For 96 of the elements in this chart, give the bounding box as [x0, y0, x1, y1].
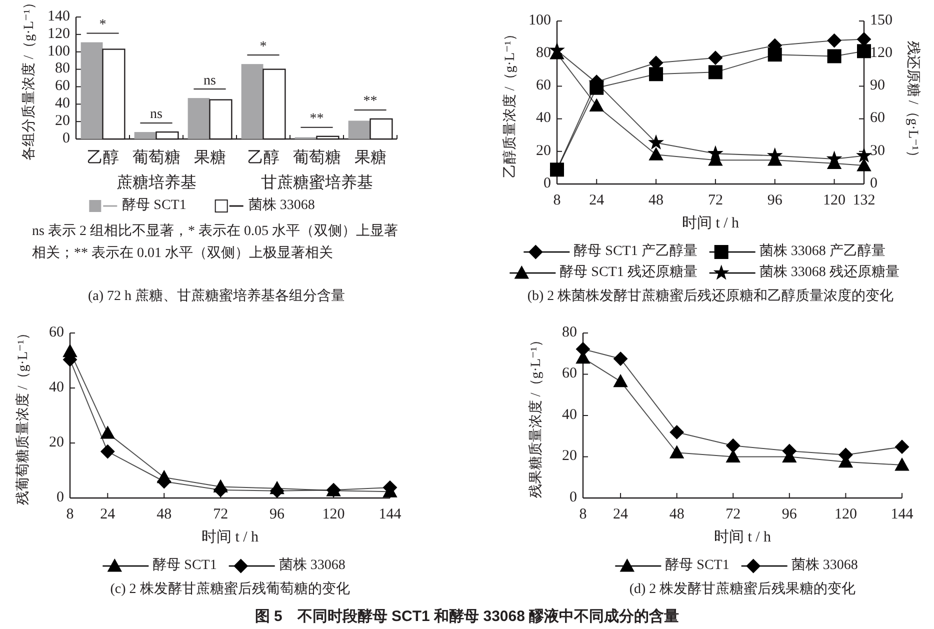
x-tick-label: 132 — [852, 192, 876, 208]
x-tick-label: 96 — [767, 192, 783, 208]
x-tick-label: 96 — [270, 506, 286, 522]
x-tick-label: 48 — [669, 506, 684, 522]
y-tick-label: 140 — [48, 8, 70, 24]
y-tick-label: 100 — [528, 12, 551, 28]
text: 甘蔗糖蜜培养基 — [260, 174, 373, 192]
legend-item: 菌株 33068 — [228, 558, 346, 574]
y-tick-label: 60 — [536, 78, 551, 94]
legend-label: 酵母 SCT1 残还原糖量 — [560, 264, 698, 280]
y-axis-title: 残葡萄糖质量浓度 /（g·L⁻¹） — [15, 326, 32, 506]
y-axis-title: 各组分质量浓度 /（g·L⁻¹） — [21, 0, 38, 161]
annotation: ** — [363, 94, 378, 110]
y-tick-label: 0 — [56, 489, 64, 506]
x-tick-label: 144 — [378, 506, 402, 522]
x-tick-label: 120 — [823, 192, 846, 208]
y2-tick-label: 90 — [870, 78, 885, 94]
text: (d) 2 株发酵甘蔗糖蜜后残果糖的变化 — [629, 581, 856, 598]
x-tick-label: 8 — [66, 506, 74, 522]
x-tick-label: 乙醇 — [86, 148, 119, 167]
x-tick-label: 48 — [648, 192, 664, 208]
x-tick-label: 葡萄糖 — [132, 148, 180, 167]
x-tick-label: 72 — [213, 506, 228, 522]
x-axis-title: 时间 t / h — [714, 528, 772, 546]
x-tick-label: 果糖 — [194, 148, 226, 167]
y-tick-label: 40 — [562, 406, 577, 423]
y2-axis-title: 残还原糖 /（g·L⁻¹） — [904, 40, 921, 164]
y2-tick-label: 60 — [870, 110, 885, 126]
y-tick-label: 60 — [55, 78, 70, 94]
annotation: ** — [310, 112, 324, 127]
y2-tick-label: 150 — [870, 12, 892, 28]
y-tick-label: 20 — [49, 434, 64, 450]
legend-label: 酵母 SCT1 — [152, 557, 217, 574]
x-tick-label: 144 — [890, 506, 914, 522]
x-tick-label: 24 — [589, 192, 605, 208]
legend-label: 酵母 SCT1 — [122, 197, 186, 214]
y-tick-label: 120 — [48, 26, 70, 42]
y-tick-label: 40 — [55, 96, 70, 112]
y-tick-label: 60 — [562, 366, 577, 382]
annotation: ns — [150, 107, 162, 122]
y-tick-label: 0 — [544, 175, 551, 192]
legend-label: 酵母 SCT1 产乙醇量 — [574, 243, 698, 260]
y2-tick-label: 30 — [870, 142, 885, 159]
y-axis-title: 残果糖质量浓度 /（g·L⁻¹） — [528, 332, 544, 498]
x-tick-label: 120 — [834, 506, 857, 522]
legend-item: 菌株 33068 产乙醇量 — [709, 244, 886, 260]
y-tick-label: 20 — [55, 113, 70, 130]
annotation: * — [260, 39, 267, 54]
x-tick-label: 120 — [322, 506, 345, 522]
x-tick-label: 24 — [100, 506, 116, 522]
x-tick-label: 96 — [782, 506, 798, 522]
y-tick-label: 80 — [562, 324, 577, 340]
x-axis-title: 时间 t / h — [682, 214, 740, 232]
x-tick-label: 葡萄糖 — [292, 148, 341, 167]
x-axis-title: 时间 t / h — [201, 528, 260, 546]
y-tick-label: 100 — [48, 43, 70, 60]
annotation: ns — [204, 73, 216, 88]
legend-label: 酵母 SCT1 — [665, 557, 730, 574]
y-axis-title: 乙醇质量浓度 /（g·L⁻¹） — [502, 26, 518, 178]
text: (c) 2 株发酵甘蔗糖蜜后残葡萄糖的变化 — [110, 581, 350, 598]
y-tick-label: 40 — [49, 379, 64, 396]
annotation: * — [99, 17, 106, 32]
x-tick-label: 72 — [708, 192, 723, 208]
legend-label: 菌株 33068 — [791, 557, 858, 574]
x-tick-label: 48 — [156, 506, 172, 522]
x-tick-label: 72 — [726, 506, 741, 522]
x-tick-label: 乙醇 — [247, 148, 280, 167]
legend-label: 菌株 33068 残还原糖量 — [759, 264, 900, 280]
legend-item: 酵母 SCT1 残还原糖量 — [510, 265, 698, 280]
y-tick-label: 0 — [62, 130, 70, 146]
text: (b) 2 株菌株发酵甘蔗糖蜜后残还原糖和乙醇质量浓度的变化 — [527, 288, 894, 304]
text: 蔗糖培养基 — [116, 174, 196, 192]
x-tick-label: 8 — [553, 192, 561, 208]
y-tick-label: 0 — [570, 489, 577, 506]
x-tick-label: 果糖 — [354, 148, 386, 167]
x-tick-label: 8 — [579, 506, 587, 522]
legend-label: 菌株 33068 — [248, 197, 315, 214]
y-tick-label: 20 — [536, 142, 551, 159]
x-tick-label: 24 — [613, 506, 629, 522]
text: (a) 72 h 蔗糖、甘蔗糖蜜培养基各组分含量 — [88, 288, 346, 304]
y-tick-label: 80 — [536, 45, 551, 62]
legend-item: 酵母 SCT1 — [102, 558, 217, 574]
y2-tick-label: 120 — [870, 45, 892, 62]
y-tick-label: 20 — [562, 448, 577, 464]
y-tick-label: 40 — [536, 110, 551, 126]
legend-item: 酵母 SCT1 — [615, 558, 730, 574]
caption: 图 5 不同时段酵母 SCT1 和酵母 33068 醪液中不同成分的含量 — [254, 606, 680, 625]
y2-tick-label: 0 — [870, 175, 878, 192]
y-tick-label: 60 — [49, 324, 64, 340]
legend-item: 酵母 SCT1 产乙醇量 — [524, 244, 698, 260]
text: ns 表示 2 组相比不显著，* 表示在 0.05 水平（双侧）上显著相关；** 表示在 0.01 水平（双侧）上极显著相关 — [32, 223, 398, 262]
y-tick-label: 80 — [55, 60, 70, 77]
legend-label: 菌株 33068 — [278, 557, 346, 574]
legend-item: 菌株 33068 残还原糖量 — [709, 264, 900, 280]
legend-label: 菌株 33068 产乙醇量 — [759, 243, 886, 260]
legend-item: 菌株 33068 — [741, 558, 858, 574]
